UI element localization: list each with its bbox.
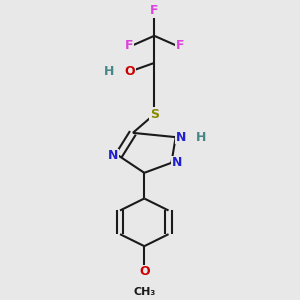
Text: F: F (150, 4, 158, 17)
Text: H: H (104, 65, 115, 78)
Text: N: N (108, 149, 118, 162)
Text: S: S (150, 108, 159, 121)
Text: F: F (176, 39, 184, 52)
Text: O: O (125, 65, 135, 78)
Text: N: N (171, 156, 182, 169)
Text: H: H (196, 130, 206, 144)
Text: CH₃: CH₃ (133, 287, 155, 297)
Text: N: N (176, 130, 186, 144)
Text: O: O (139, 265, 150, 278)
Text: F: F (124, 39, 133, 52)
